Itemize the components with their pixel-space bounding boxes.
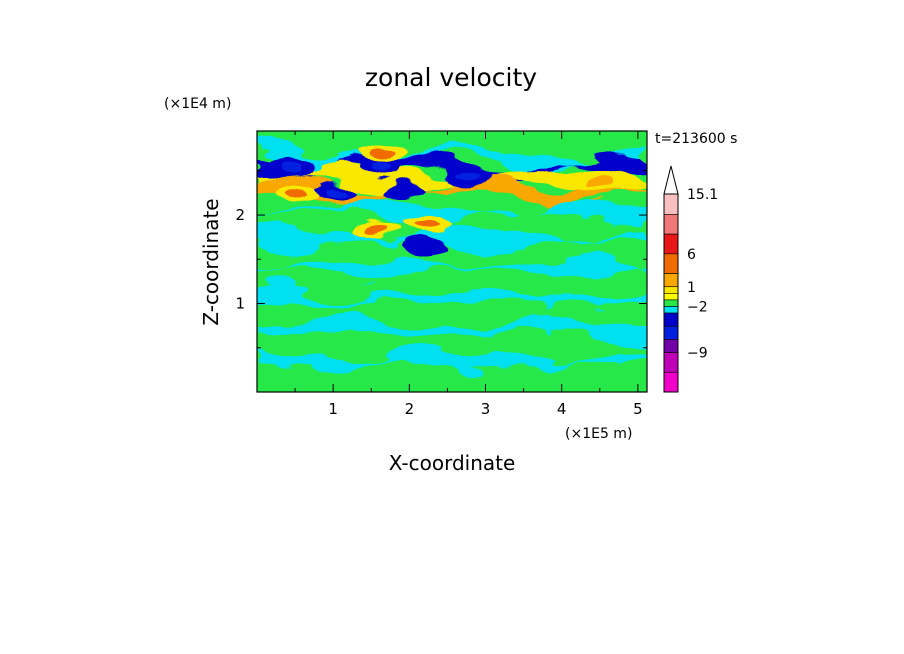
colorbar-segment xyxy=(663,299,679,307)
colorbar-label: 6 xyxy=(687,247,696,263)
anomaly-core xyxy=(415,218,438,230)
contour-band xyxy=(257,151,647,184)
colorbar-segment xyxy=(663,214,679,235)
y-axis-ticks: 12 xyxy=(235,170,647,349)
contour-band xyxy=(257,190,647,217)
contour-band xyxy=(257,222,647,260)
anomaly-core xyxy=(588,178,611,190)
colorbar-segment xyxy=(663,253,679,274)
y-unit-label: (×1E4 m) xyxy=(164,96,231,112)
x-tick-label: 4 xyxy=(557,400,567,418)
colorbar-segment xyxy=(663,306,679,314)
colorbar-extend-arrow xyxy=(663,165,679,195)
anomaly-core xyxy=(328,184,351,196)
colorbar: 15.1 6 1 −2 −9 xyxy=(663,165,718,393)
colorbar-label: −9 xyxy=(687,346,708,362)
colorbar-segment xyxy=(663,273,679,288)
x-tick-label: 5 xyxy=(633,400,643,418)
contour-field xyxy=(257,131,647,392)
colorbar-segment xyxy=(663,339,679,353)
anomaly-core xyxy=(367,163,390,175)
plot-frame xyxy=(256,130,648,393)
anomaly-core xyxy=(370,147,393,159)
x-axis-label: X-coordinate xyxy=(389,451,516,475)
colorbar-label: −2 xyxy=(687,299,708,315)
colorbar-segment xyxy=(663,352,679,373)
colorbar-segment xyxy=(663,193,679,215)
colorbar-segment xyxy=(663,233,679,255)
contour-band xyxy=(257,311,647,350)
colorbar-frame xyxy=(663,193,679,393)
y-axis-label: Z-coordinate xyxy=(199,198,223,325)
contour-band xyxy=(257,172,647,209)
colorbar-segment xyxy=(663,312,679,327)
x-tick-label: 3 xyxy=(481,400,491,418)
contour-band xyxy=(257,197,647,231)
colorbar-label: 15.1 xyxy=(687,187,718,203)
contour-band xyxy=(257,358,647,392)
y-tick-label: 2 xyxy=(235,206,245,224)
contour-band xyxy=(257,162,647,194)
anomaly-core xyxy=(415,240,438,252)
x-tick-label: 1 xyxy=(328,400,338,418)
colorbar-segment xyxy=(663,371,679,393)
colorbar-segment xyxy=(663,293,679,301)
y-tick-label: 1 xyxy=(235,295,245,313)
anomaly-core xyxy=(277,160,300,172)
contour-band xyxy=(257,238,647,274)
time-label: t=213600 s xyxy=(655,131,737,147)
contour-band xyxy=(257,328,647,366)
colorbar-segment xyxy=(663,325,679,340)
contour-band xyxy=(257,282,647,318)
anomaly-core xyxy=(460,172,483,184)
anomaly-core xyxy=(392,183,415,195)
colorbar-segment xyxy=(663,286,679,294)
x-unit-label: (×1E5 m) xyxy=(565,426,632,442)
chart-title: zonal velocity xyxy=(365,63,537,92)
colorbar-label: 1 xyxy=(687,280,696,296)
anomaly-core xyxy=(366,225,389,237)
anomaly-core xyxy=(287,187,310,199)
x-tick-label: 2 xyxy=(405,400,415,418)
x-axis-ticks: 1 2 3 4 5 xyxy=(294,131,643,418)
